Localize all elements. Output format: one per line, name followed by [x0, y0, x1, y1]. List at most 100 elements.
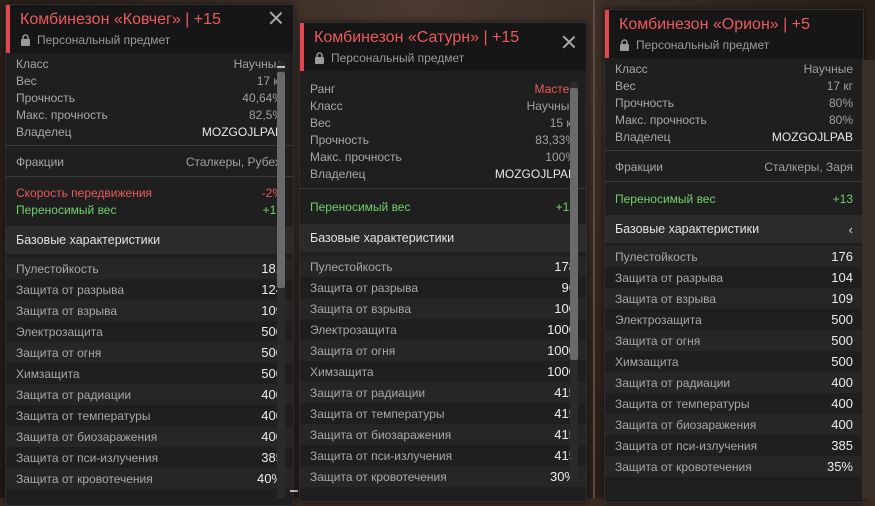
stat-key: Защита от огня	[310, 343, 396, 358]
modifiers-block: Переносимый вес +13	[605, 182, 863, 215]
stats-list: Пулестойкость 181 Защита от разрыва 124 За…	[6, 254, 293, 489]
info-key: Класс	[310, 98, 343, 113]
info-row: Вес 15 кг	[300, 114, 586, 131]
scrollbar-thumb[interactable]	[570, 88, 578, 360]
stat-row: Защита от разрыва 96	[300, 277, 586, 298]
stat-value: 385	[831, 438, 853, 453]
divider	[6, 145, 293, 146]
window-edge	[862, 60, 875, 498]
info-value: 17 кг	[826, 78, 853, 93]
scroll-bottom-marker	[290, 490, 298, 492]
subtitle-row: Персональный предмет	[20, 33, 263, 47]
info-key: Владелец	[615, 129, 671, 144]
stat-key: Защита от разрыва	[615, 270, 724, 285]
stat-value: 500	[831, 312, 853, 327]
divider	[6, 176, 293, 177]
stat-row: Защита от пси-излучения 385	[605, 435, 863, 456]
stat-key: Защита от огня	[615, 333, 701, 348]
stat-row: Защита от температуры 415	[300, 403, 586, 424]
stat-key: Пулестойкость	[310, 259, 393, 274]
stat-key: Защита от взрыва	[16, 303, 118, 318]
close-icon[interactable]	[269, 11, 283, 25]
info-key: Прочность	[310, 132, 370, 147]
factions-block: Фракции Сталкеры, Рубеж	[6, 146, 293, 176]
stat-value: 104	[831, 270, 853, 285]
item-title: Комбинезон «Ковчег» | +15	[20, 11, 221, 28]
owner-value: MOZGOJLPAB	[771, 129, 853, 144]
stat-key: Электрозащита	[310, 322, 397, 337]
lock-icon	[21, 34, 30, 46]
factions-block: Фракции Сталкеры, Заря	[605, 151, 863, 181]
stat-row: Защита от радиации 400	[605, 372, 863, 393]
base-stats-section-toggle[interactable]: Базовые характеристики‹	[605, 215, 863, 243]
stat-key: Защита от температуры	[310, 406, 445, 421]
info-key: Класс	[16, 56, 49, 71]
subtitle-row: Персональный предмет	[619, 38, 833, 52]
stat-row: Защита от биозаражения 400	[605, 414, 863, 435]
modifier-key: Переносимый вес	[16, 202, 117, 217]
modifier-key: Переносимый вес	[310, 199, 411, 214]
factions-key: Фракции	[615, 159, 663, 174]
info-row: Прочность 80%	[605, 94, 863, 111]
stat-row: Пулестойкость 178	[300, 256, 586, 277]
scrollbar[interactable]	[570, 82, 578, 482]
rank-value: Мастер	[534, 81, 576, 96]
tooltip-header: Комбинезон «Орион» | +5 Персональный пре…	[605, 10, 863, 58]
info-value: 80%	[828, 112, 853, 127]
modifier-key: Переносимый вес	[615, 191, 716, 206]
info-value: 15 кг	[549, 115, 576, 130]
info-row: Класс Научные	[6, 55, 293, 72]
modifier-row: Переносимый вес +12	[300, 198, 586, 215]
stat-row: Пулестойкость 176	[605, 246, 863, 267]
chevron-left-icon: ‹	[848, 221, 853, 237]
info-key: Вес	[16, 73, 37, 88]
tooltip-header: Комбинезон «Сатурн» | +15 Персональный п…	[300, 23, 586, 71]
base-stats-section-toggle[interactable]: Базовые характеристики‹	[6, 226, 293, 254]
modifier-row: Переносимый вес +13	[605, 190, 863, 207]
stat-row: Защита от радиации 415	[300, 382, 586, 403]
lock-icon	[315, 52, 324, 64]
scrollbar[interactable]	[277, 62, 285, 498]
stat-key: Пулестойкость	[615, 249, 698, 264]
stat-value: 500	[831, 354, 853, 369]
lock-icon	[620, 39, 629, 51]
info-row: Класс Научные	[300, 97, 586, 114]
stat-key: Защита от температуры	[16, 408, 151, 423]
scrollbar-thumb[interactable]	[277, 72, 285, 288]
stat-key: Защита от радиации	[615, 375, 731, 390]
stat-row: Защита от кровотечения 30%	[300, 466, 586, 487]
modifiers-block: Переносимый вес +12	[300, 189, 586, 224]
info-key: Вес	[310, 115, 331, 130]
close-icon[interactable]	[562, 35, 576, 49]
stat-row: Химзащита 500	[605, 351, 863, 372]
subtitle-row: Персональный предмет	[314, 51, 556, 65]
info-value: 40,64%	[242, 90, 283, 105]
scroll-top-marker	[277, 66, 285, 68]
info-row: Макс. прочность 80%	[605, 111, 863, 128]
stat-key: Защита от радиации	[310, 385, 426, 400]
stat-row: Защита от кровотечения 40%	[6, 468, 293, 489]
stat-key: Защита от биозаражения	[16, 429, 158, 444]
stat-row: Защита от пси-излучения 415	[300, 445, 586, 466]
info-block: Класс Научные Вес 17 кг Прочность 40,64% Ма…	[6, 53, 293, 140]
section-label: Базовые характеристики	[16, 233, 161, 247]
factions-row: Фракции Сталкеры, Заря	[605, 158, 863, 175]
base-stats-section-toggle[interactable]: Базовые характеристики‹	[300, 224, 586, 252]
stat-key: Защита от температуры	[615, 396, 750, 411]
stat-row: Защита от взрыва 100	[300, 298, 586, 319]
info-row: Прочность 83,33%	[300, 131, 586, 148]
divider	[605, 181, 863, 182]
info-key: Владелец	[16, 124, 72, 139]
stat-row: Защита от разрыва 104	[605, 267, 863, 288]
stat-row: Химзащита 500	[6, 363, 293, 384]
factions-value: Сталкеры, Рубеж	[185, 154, 283, 169]
stat-key: Защита от пси-излучения	[310, 448, 453, 463]
stat-row: Защита от огня 1000	[300, 340, 586, 361]
item-title: Комбинезон «Орион» | +5	[619, 16, 810, 33]
modifier-key: Скорость передвижения	[16, 185, 153, 200]
info-value: Научные	[803, 61, 853, 76]
stat-key: Химзащита	[615, 354, 679, 369]
stat-row: Пулестойкость 181	[6, 258, 293, 279]
info-key: Вес	[615, 78, 636, 93]
stat-key: Электрозащита	[615, 312, 702, 327]
